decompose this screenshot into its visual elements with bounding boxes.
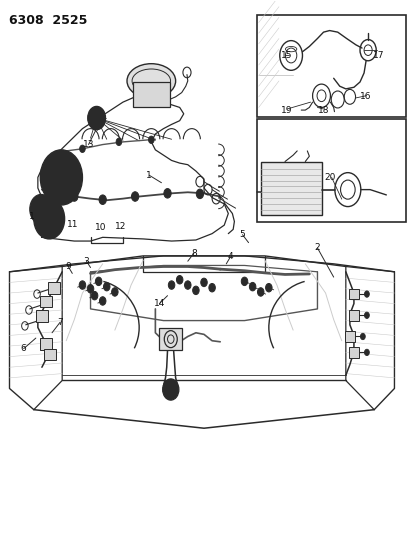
Circle shape	[71, 192, 78, 201]
Circle shape	[249, 282, 256, 291]
Circle shape	[163, 379, 179, 400]
Bar	[160, 328, 182, 350]
Bar	[257, 119, 406, 222]
Circle shape	[79, 281, 86, 289]
Circle shape	[104, 282, 110, 291]
Circle shape	[131, 192, 139, 201]
Circle shape	[87, 285, 94, 293]
Text: 11: 11	[67, 220, 78, 229]
Circle shape	[34, 199, 64, 239]
Circle shape	[149, 136, 154, 143]
Bar	[349, 310, 359, 320]
Circle shape	[40, 150, 82, 205]
Text: 2: 2	[315, 244, 320, 253]
Circle shape	[91, 292, 98, 300]
Text: 9: 9	[65, 262, 71, 271]
Text: 6: 6	[21, 344, 27, 353]
Circle shape	[184, 281, 191, 289]
Text: 6308  2525: 6308 2525	[9, 13, 88, 27]
Text: 4: 4	[228, 253, 233, 262]
Text: 13: 13	[83, 140, 94, 149]
Circle shape	[201, 278, 207, 287]
Text: 5: 5	[239, 230, 245, 239]
Bar	[349, 347, 359, 358]
Text: 10: 10	[95, 223, 106, 232]
Text: 12: 12	[115, 222, 126, 231]
Text: 14: 14	[154, 299, 165, 308]
Text: 1: 1	[146, 171, 152, 180]
Circle shape	[100, 297, 106, 305]
Circle shape	[112, 288, 118, 296]
Circle shape	[364, 312, 369, 318]
Circle shape	[364, 349, 369, 356]
Circle shape	[176, 276, 183, 284]
Bar	[40, 296, 52, 308]
Bar	[40, 338, 52, 350]
Text: 17: 17	[373, 51, 384, 60]
Bar	[49, 282, 60, 294]
Text: 16: 16	[360, 92, 372, 101]
Bar	[349, 289, 359, 300]
Text: 3: 3	[84, 257, 89, 265]
Bar	[261, 161, 322, 215]
Circle shape	[99, 195, 106, 205]
Circle shape	[360, 333, 365, 340]
Bar	[36, 310, 48, 321]
Bar	[257, 14, 406, 117]
Circle shape	[257, 288, 264, 296]
Text: 15: 15	[282, 51, 293, 60]
Text: 7: 7	[57, 318, 63, 327]
Text: 19: 19	[282, 106, 293, 115]
Circle shape	[193, 286, 199, 295]
Circle shape	[164, 189, 171, 198]
Ellipse shape	[127, 63, 175, 98]
Text: 20: 20	[324, 173, 335, 182]
Circle shape	[95, 277, 102, 286]
Circle shape	[88, 107, 106, 130]
Circle shape	[196, 189, 204, 199]
Text: 18: 18	[318, 106, 329, 115]
Bar	[133, 82, 170, 108]
Circle shape	[169, 281, 175, 289]
Circle shape	[80, 145, 85, 152]
Text: 1: 1	[29, 212, 35, 221]
Bar	[44, 349, 55, 360]
Bar	[345, 331, 355, 342]
Circle shape	[30, 195, 53, 224]
Circle shape	[209, 284, 215, 292]
Text: 8: 8	[191, 249, 197, 258]
Circle shape	[116, 138, 122, 146]
Circle shape	[364, 291, 369, 297]
Circle shape	[241, 277, 248, 286]
Circle shape	[266, 284, 272, 292]
